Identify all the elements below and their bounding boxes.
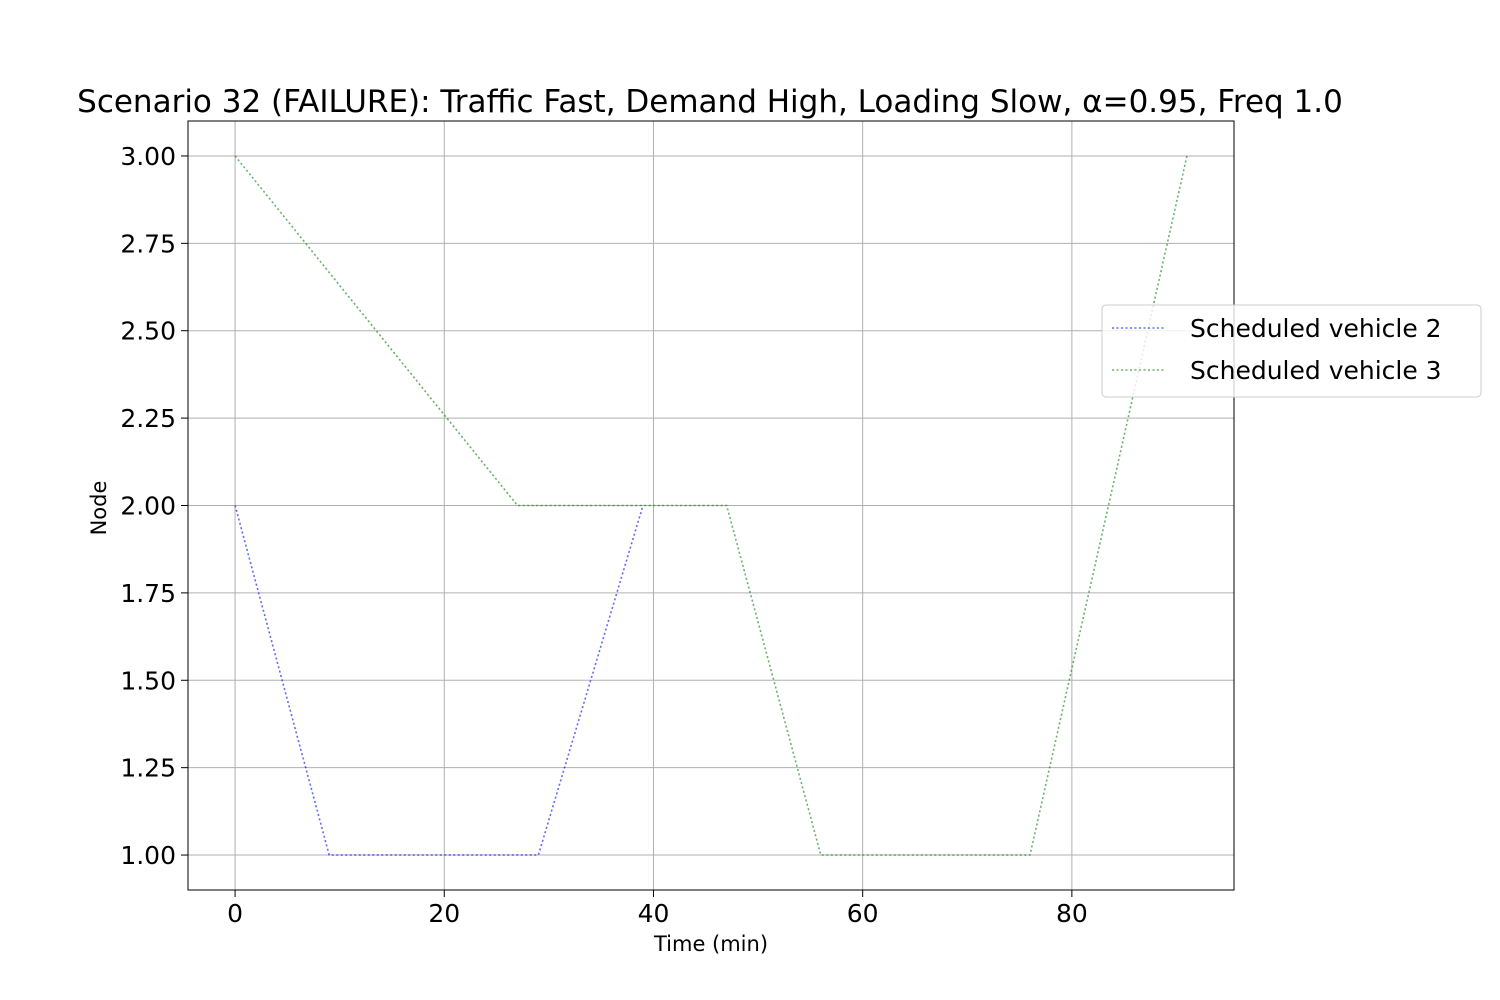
x-tick-label: 80 bbox=[1056, 899, 1088, 928]
y-tick-label: 2.00 bbox=[120, 492, 176, 521]
legend-frame bbox=[1101, 304, 1482, 398]
series-line-vehicle-3 bbox=[234, 155, 1188, 856]
legend: Scheduled vehicle 2 Scheduled vehicle 3 bbox=[1101, 304, 1482, 398]
x-tick-label: 60 bbox=[847, 899, 879, 928]
x-tick-label: 0 bbox=[227, 899, 243, 928]
y-tick-label: 2.25 bbox=[120, 404, 176, 433]
legend-entry-label: Scheduled vehicle 2 bbox=[1190, 314, 1442, 343]
y-tick-label: 1.50 bbox=[120, 666, 176, 695]
y-axis-label: Node bbox=[87, 481, 111, 536]
y-tick-label: 1.00 bbox=[120, 841, 176, 870]
legend-entry-label: Scheduled vehicle 3 bbox=[1190, 356, 1442, 385]
y-tick-label: 1.75 bbox=[120, 579, 176, 608]
series-group bbox=[234, 155, 1188, 856]
y-tick-label: 1.25 bbox=[120, 754, 176, 783]
x-tick-label: 20 bbox=[428, 899, 460, 928]
series-line-vehicle-2 bbox=[234, 505, 644, 856]
grid bbox=[188, 121, 1234, 890]
y-tick-label: 3.00 bbox=[120, 142, 176, 171]
y-axis: 1.00 1.25 1.50 1.75 2.00 2.25 2.50 2.75 3.00 bbox=[120, 142, 188, 870]
y-tick-label: 2.75 bbox=[120, 229, 176, 258]
y-tick-label: 2.50 bbox=[120, 317, 176, 346]
chart-title: Scenario 32 (FAILURE): Traffic Fast, Dem… bbox=[77, 84, 1343, 120]
x-tick-label: 40 bbox=[638, 899, 670, 928]
x-axis-label: Time (min) bbox=[653, 932, 768, 956]
x-axis: 0 20 40 60 80 bbox=[227, 890, 1088, 928]
